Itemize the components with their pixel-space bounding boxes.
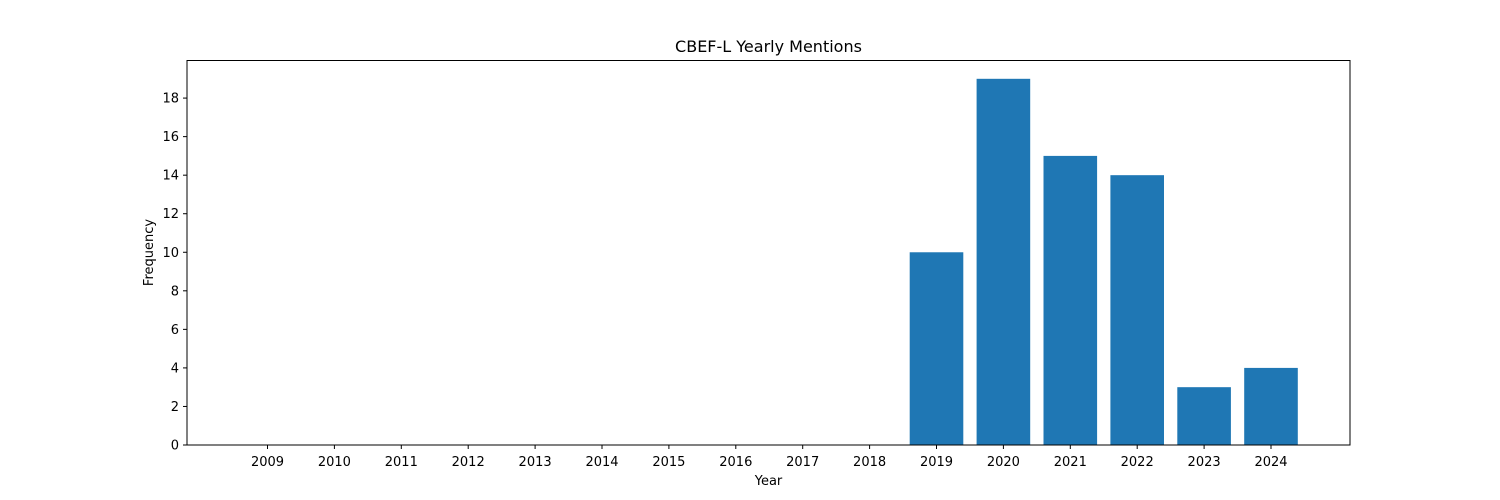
x-tick-label-2015: 2015 [652,455,685,470]
plot-frame [186,60,1351,446]
x-tick-label-2016: 2016 [719,455,752,470]
x-tick-label-2018: 2018 [853,455,886,470]
y-axis-ticks: 0 2 4 6 8 10 12 14 16 18 [162,92,187,454]
y-tick-label-18: 18 [162,92,179,107]
y-tick-label-2: 2 [171,400,179,415]
y-tick-label-14: 14 [162,169,179,184]
y-tick-label-10: 10 [162,246,179,261]
y-tick-label-8: 8 [171,284,179,299]
y-tick-label-12: 12 [162,207,179,222]
y-axis-title: Frequency [142,219,157,286]
x-tick-label-2010: 2010 [318,455,351,470]
x-tick-label-2009: 2009 [251,455,284,470]
y-tick-label-4: 4 [171,361,179,376]
x-tick-label-2019: 2019 [920,455,953,470]
y-tick-label-6: 6 [171,323,179,338]
y-tick-label-0: 0 [171,439,179,454]
bar-2021 [1043,155,1098,445]
bar-2023 [1177,387,1231,445]
x-tick-label-2022: 2022 [1121,455,1154,470]
x-tick-label-2023: 2023 [1188,455,1221,470]
chart-title: CBEF-L Yearly Mentions [675,37,862,56]
bar-2019 [909,252,964,445]
bar-2022 [1110,175,1164,445]
x-tick-label-2020: 2020 [987,455,1020,470]
x-tick-label-2014: 2014 [585,455,618,470]
x-tick-label-2012: 2012 [452,455,485,470]
x-axis-title: Year [754,474,783,489]
bar-2020 [976,78,1031,445]
bars-group [909,78,1298,445]
bar-2024 [1244,367,1298,445]
x-tick-label-2017: 2017 [786,455,819,470]
x-tick-label-2011: 2011 [385,455,418,470]
x-tick-label-2021: 2021 [1054,455,1087,470]
y-tick-label-16: 16 [162,130,179,145]
x-axis-ticks: 2009 2010 2011 2012 2013 2014 2015 2016 2017 2018… [251,445,1288,470]
x-tick-label-2013: 2013 [519,455,552,470]
x-tick-label-2024: 2024 [1254,455,1287,470]
